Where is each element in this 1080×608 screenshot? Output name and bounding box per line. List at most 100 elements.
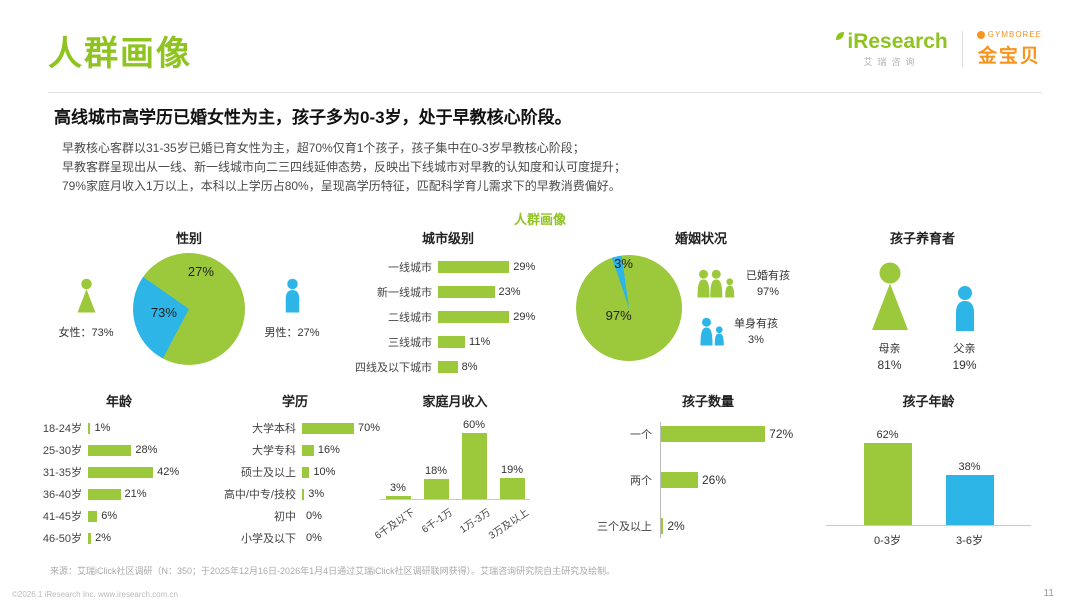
bar-column: 38% [945,422,994,525]
leaf-icon [836,31,845,40]
bar-row: 41-45岁 6% [26,508,212,524]
children-age-plot: 62% 38% [826,422,1031,526]
bar-label: 大学专科 [252,445,296,457]
bar [423,479,449,499]
bar-row: 18-24岁 1% [26,420,212,436]
bar-value: 28% [135,444,158,456]
bar [461,432,487,499]
bar-value: 6% [101,510,118,522]
bar [302,466,310,478]
caregiver-label: 父亲 [953,343,976,355]
bar-row: 新一线城市 23% [340,284,556,300]
marital-pie-chart: 97% 3% [576,255,682,361]
page-number: 11 [1043,588,1054,599]
chart-children-count: 孩子数量 一个 72% 两个 26% 三个及以上 2% [588,393,828,538]
header: 人群画像 iResearch 艾瑞咨询 GYMBOREE 金宝贝 [48,26,1042,75]
bar-label: 小学及以下 [241,533,296,545]
chart-marital-status: 婚姻状况 97% 3% 已婚有孩 97% [576,230,826,361]
chart-title: 孩子养育者 [889,231,955,246]
caregiver-value: 19% [952,358,977,372]
bar [88,532,92,544]
single-parent-icon [696,317,726,347]
income-plot: 3% 18% 60% 19% [380,416,530,500]
axis-label: 0-3岁 [874,535,901,547]
bar [660,472,698,488]
body-line: 79%家庭月收入1万以上，本科以上学历占80%，呈现高学历特征，匹配科学育儿需求… [62,179,621,193]
bar [863,443,912,525]
bar-label: 36-40岁 [42,489,82,501]
iresearch-logo-text: iResearch [847,29,948,53]
bar [302,488,305,500]
bar [88,444,132,456]
family-icon [696,269,738,299]
gymboree-sun-icon [976,30,985,39]
bar-value: 3% [390,481,406,494]
bar [88,466,154,478]
bar-value: 23% [498,286,521,298]
bar-label: 高中/中专/技校 [223,489,296,501]
bar [385,495,411,499]
bar-row: 大学专科 16% [210,442,380,458]
bar-value: 2% [95,532,111,544]
bar-value: 10% [313,466,336,478]
chart-children-age: 孩子年龄 62% 38% 0-3岁 3-6岁 [826,393,1031,548]
bar-value: 3% [308,488,325,500]
bar [945,474,994,525]
bar-row: 二线城市 29% [340,309,556,325]
bar-value: 26% [701,473,726,487]
copyright: ©2026.1 iResearch Inc. www.iresearch.com… [12,590,178,599]
axis-label: 3万及以上 [486,507,531,542]
bar-value: 8% [461,361,478,373]
bar-value: 0% [306,532,322,544]
chart-title: 孩子年龄 [902,394,955,409]
bar-label: 初中 [274,511,296,523]
bar-label: 两个 [630,475,652,487]
bar-label: 大学本科 [252,423,296,435]
bar-column: 3% [385,416,411,499]
bar-label: 31-35岁 [42,467,82,479]
legend-label: 女性：73% [58,327,114,339]
bar-row: 一线城市 29% [340,259,556,275]
gymboree-logo-text: 金宝贝 [977,46,1041,67]
bar-value: 38% [958,460,981,473]
chart-title: 城市级别 [421,231,474,246]
bar-label: 二线城市 [388,312,432,324]
bar [438,311,510,323]
bar-value: 16% [317,444,340,456]
bar [438,361,458,373]
chart-education: 学历 大学本科 70% 大学专科 16% 硕士及以上 10% 高中/中专/技校 … [210,393,380,546]
bar-value: 11% [469,336,491,348]
bar-row: 三个及以上 2% [588,518,828,534]
bar-label: 硕士及以上 [241,467,296,479]
pie-label: 3% [614,256,633,272]
bar [88,510,98,522]
iresearch-logo-subtext: 艾瑞咨询 [863,56,920,67]
legend-label: 男性：27% [264,327,320,339]
pie-label: 73% [150,304,177,320]
bar-column: 60% [461,416,487,499]
bar-label: 18-24岁 [42,423,82,435]
bar [302,422,354,434]
bar-value: 2% [667,519,685,533]
gender-pie-chart: 73% 27% [133,253,245,365]
legend-item-married: 已婚有孩 97% [696,268,790,300]
bar [660,518,664,534]
bar-row: 46-50岁 2% [26,530,212,546]
page-title: 人群画像 [48,35,192,73]
bar [499,477,525,499]
chart-age: 年龄 18-24岁 1% 25-30岁 28% 31-35岁 42% 36-40… [26,393,212,546]
bar-value: 0% [306,510,322,522]
slide-headline: 高线城市高学历已婚女性为主，孩子多为0-3岁，处于早教核心阶段。 [54,108,572,127]
bar-row: 25-30岁 28% [26,442,212,458]
bar-row: 四线及以下城市 8% [340,359,556,375]
legend-item-single: 单身有孩 3% [696,316,790,348]
bar-column: 18% [423,416,449,499]
bar-row: 36-40岁 21% [26,486,212,502]
axis-label: 3-6岁 [956,535,983,547]
caregiver-mother: 母亲 81% [863,261,917,372]
bar-value: 1% [94,422,111,434]
bar-label: 41-45岁 [42,511,82,523]
bar-label: 三个及以上 [597,521,652,533]
chart-income: 家庭月收入 3% 18% 60% 19% 6千及以下 6千-1万 1万-3万 [373,393,531,546]
bar-row: 小学及以下 0% [210,530,380,546]
